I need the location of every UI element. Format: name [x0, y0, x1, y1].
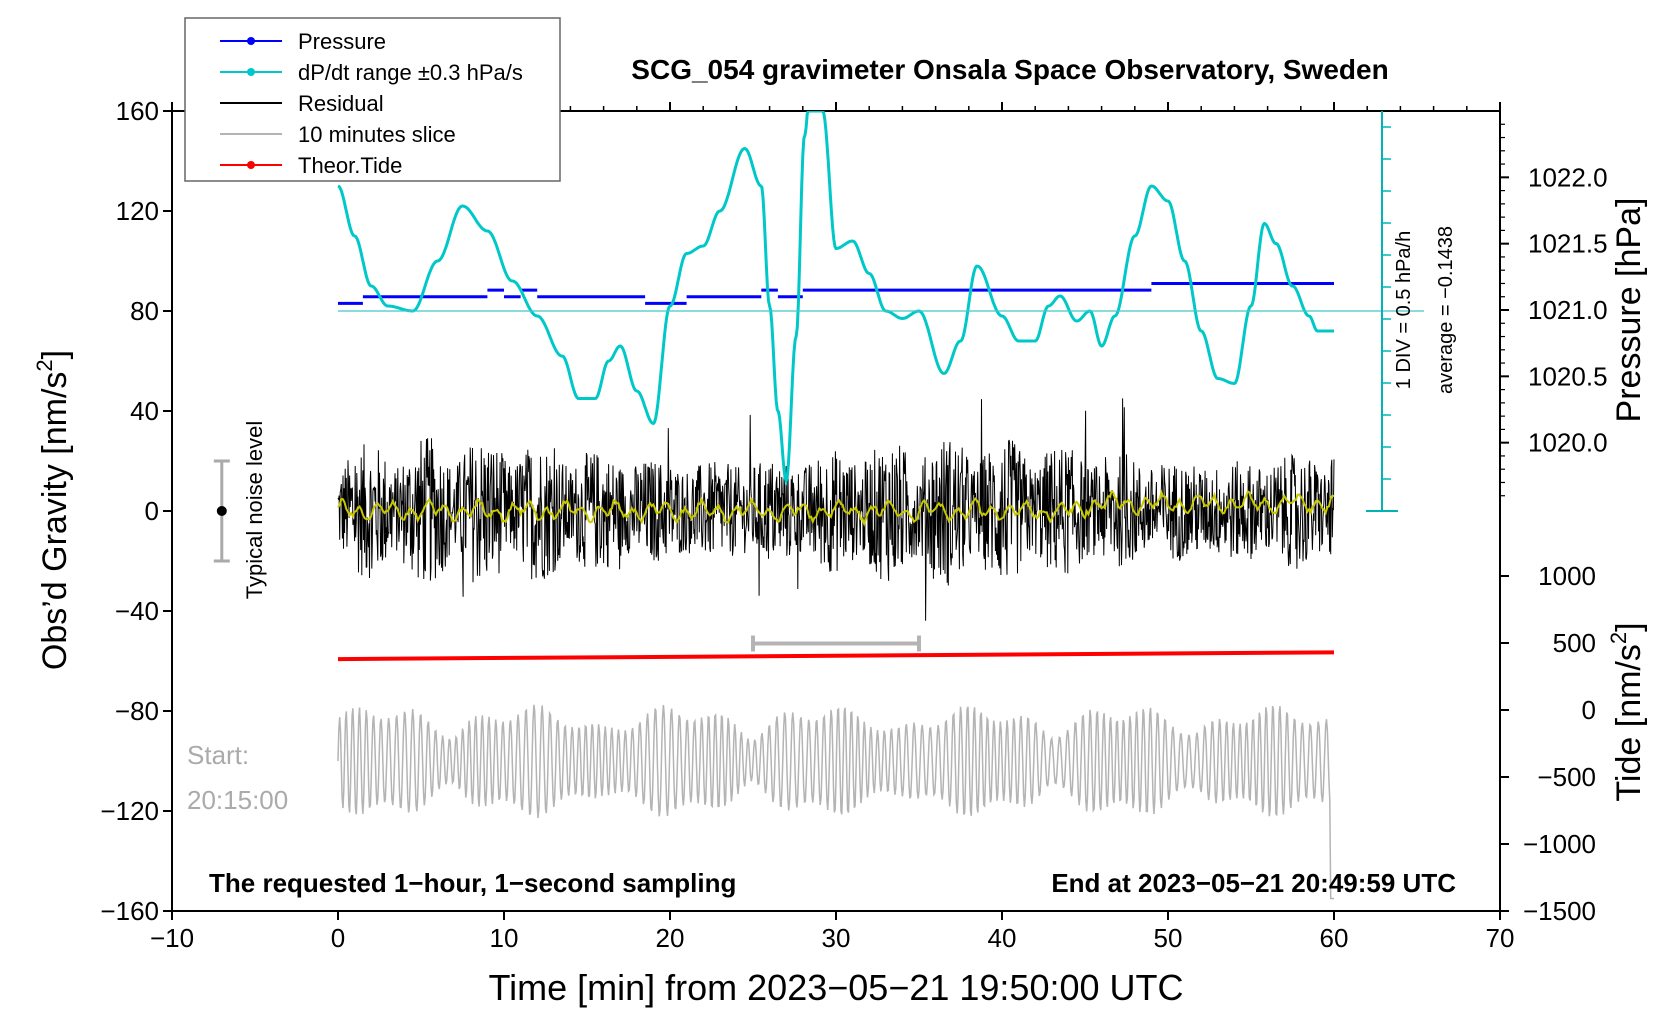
legend-label: Pressure [298, 29, 386, 54]
residual-series [337, 398, 1335, 621]
tide-line [337, 650, 1335, 662]
y-tick-label: −120 [100, 796, 159, 826]
pressure-tick-label: 1022.0 [1528, 162, 1608, 192]
dpdt-line [337, 111, 1334, 487]
legend-entries: Pressure dP/dt range ±0.3 hPa/s Residual 10… [220, 29, 523, 178]
tide-axis-ticks: −1500 −1000 −500 0 500 1000 [1500, 561, 1596, 926]
pressure-axis-label: Pressure [hPa] [1610, 198, 1648, 423]
y-tick-label: 0 [145, 496, 159, 526]
y-axis-ticks: −160 −120 −80 −40 0 40 80 120 160 [100, 96, 172, 926]
y-tick-label: 80 [130, 296, 159, 326]
legend-box [184, 17, 561, 182]
legend-label: Residual [298, 91, 384, 116]
tide-axis-label: Tide [nm/s2] [1606, 622, 1648, 801]
slice-series [337, 704, 1334, 900]
y-tick-label: −80 [115, 696, 159, 726]
start-time: 20:15:00 [187, 785, 288, 815]
x-tick-label: −10 [150, 923, 194, 953]
x-tick-label: 20 [656, 923, 685, 953]
noise-level-indicator [213, 459, 230, 563]
div-scale [1366, 111, 1398, 512]
noise-level-label: Typical noise level [242, 421, 267, 600]
y-axis-label: Obs’d Gravity [nm/s2] [32, 350, 74, 670]
x-axis-label: Time [min] from 2023−05−21 19:50:00 UTC [488, 967, 1183, 1008]
tide-tick-label: 0 [1582, 695, 1596, 725]
chart-title: SCG_054 gravimeter Onsala Space Observat… [631, 54, 1388, 85]
legend-marker [247, 161, 255, 169]
pressure-tick-label: 1020.0 [1528, 428, 1608, 458]
y-tick-label: 120 [116, 196, 159, 226]
tide-tick-label: 1000 [1538, 561, 1596, 591]
x-tick-label: 10 [490, 923, 519, 953]
pressure-axis-ticks: 1020.0 1020.5 1021.0 1021.5 1022.0 [1500, 123, 1608, 497]
tide-tick-label: 500 [1553, 628, 1596, 658]
start-label: Start: [187, 740, 249, 770]
y-tick-label: −40 [115, 596, 159, 626]
tide-tick-label: −500 [1537, 762, 1596, 792]
end-time-note: End at 2023−05−21 20:49:59 UTC [1051, 868, 1456, 898]
tide-tick-label: −1000 [1523, 829, 1596, 859]
noise-dot [216, 506, 227, 516]
legend-label: dP/dt range ±0.3 hPa/s [298, 60, 523, 85]
sampling-note: The requested 1−hour, 1−second sampling [209, 868, 736, 898]
legend-marker [247, 37, 255, 45]
y-tick-label: 40 [130, 396, 159, 426]
dpdt-series [337, 111, 1334, 487]
smoothed-residual-series [337, 489, 1335, 527]
x-tick-label: 40 [988, 923, 1017, 953]
pressure-tick-label: 1021.5 [1528, 229, 1608, 259]
x-tick-label: 30 [822, 923, 851, 953]
div-label: 1 DIV = 0.5 hPa/h [1393, 231, 1415, 389]
legend-label: Theor.Tide [298, 153, 402, 178]
slice-line [337, 704, 1334, 900]
tide-series [337, 650, 1335, 662]
y-tick-label: −160 [100, 896, 159, 926]
x-tick-label: 0 [331, 923, 345, 953]
smoothed-residual-line [337, 489, 1335, 527]
y-tick-label: 160 [116, 96, 159, 126]
average-label: average = −0.1438 [1435, 226, 1457, 394]
slice-range-bracket [751, 635, 921, 652]
pressure-series [338, 281, 1334, 305]
legend: Pressure dP/dt range ±0.3 hPa/s Residual 10… [184, 17, 561, 182]
tide-tick-label: −1500 [1523, 896, 1596, 926]
pressure-tick-label: 1021.0 [1528, 295, 1608, 325]
x-tick-label: 50 [1154, 923, 1183, 953]
residual-line [337, 398, 1335, 621]
x-tick-label: 70 [1486, 923, 1515, 953]
x-tick-label: 60 [1320, 923, 1349, 953]
pressure-tick-label: 1020.5 [1528, 361, 1608, 391]
legend-label: 10 minutes slice [298, 122, 456, 147]
legend-marker [247, 68, 255, 76]
x-axis-ticks: −10 0 10 20 30 40 50 60 70 [150, 102, 1515, 953]
